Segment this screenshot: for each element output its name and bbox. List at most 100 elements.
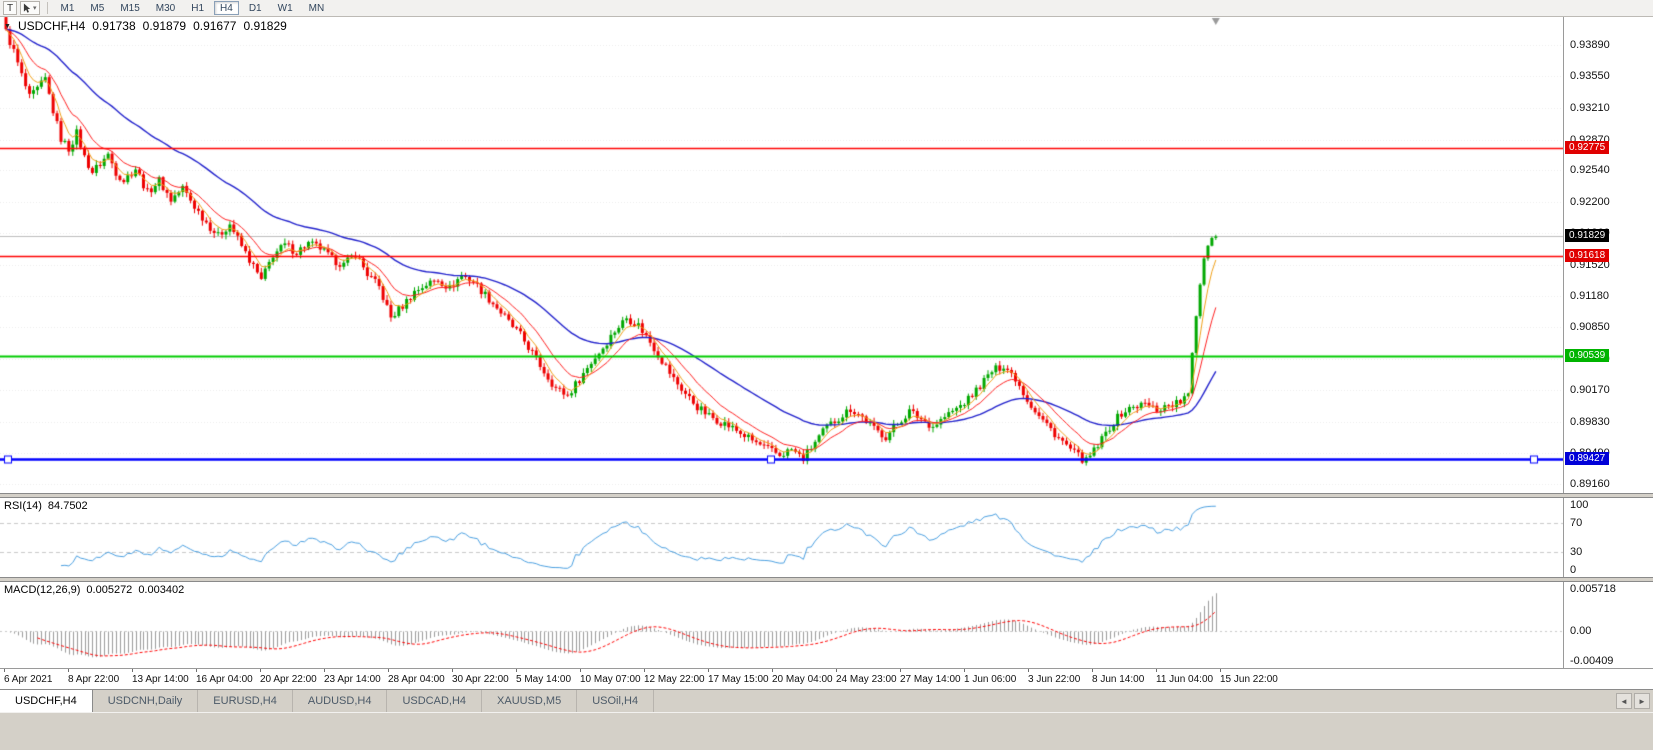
rsi-label: RSI(14) 84.7502 bbox=[4, 500, 88, 512]
timeframe-button-m5[interactable]: M5 bbox=[90, 3, 105, 14]
time-tick bbox=[324, 669, 325, 672]
time-label: 6 Apr 2021 bbox=[4, 674, 53, 685]
time-axis[interactable]: 6 Apr 2021 8 Apr 22:00 13 Apr 14:00 16 Apr … bbox=[0, 668, 1653, 689]
time-label: 15 Jun 22:00 bbox=[1220, 674, 1278, 685]
pane-divider-rsi[interactable] bbox=[0, 493, 1653, 498]
price-badge-0-89427: 0.89427 bbox=[1565, 452, 1610, 466]
timeframe-button-h4[interactable]: H4 bbox=[214, 1, 239, 15]
rsi-tick: 70 bbox=[1570, 516, 1583, 529]
high-value: 0.91879 bbox=[142, 19, 187, 33]
time-tick bbox=[1156, 669, 1157, 672]
price-tick: 0.89160 bbox=[1570, 477, 1610, 490]
top-toolbar: T ▾ M1 M5 M15 M30 H1 H4 D1 W1 MN bbox=[0, 0, 1653, 17]
chart-window: 0.93890 0.93550 0.93210 0.92870 0.92540 0.922… bbox=[0, 17, 1653, 689]
time-tick bbox=[4, 669, 5, 672]
timeframe-button-mn[interactable]: MN bbox=[308, 3, 325, 14]
timeframe-button-d1[interactable]: D1 bbox=[248, 3, 262, 14]
price-tick: 0.91180 bbox=[1570, 290, 1609, 303]
macd-canvas[interactable] bbox=[0, 582, 1563, 668]
chart-tab-usdchf-h4[interactable]: USDCHF,H4 bbox=[0, 690, 93, 712]
time-label: 28 Apr 04:00 bbox=[388, 674, 445, 685]
low-value: 0.91677 bbox=[193, 19, 237, 33]
timeframe-button-m30[interactable]: M30 bbox=[155, 3, 176, 14]
timeframe-button-m1[interactable]: M1 bbox=[60, 3, 75, 14]
time-label: 13 Apr 14:00 bbox=[132, 674, 189, 685]
timeframe-buttons: M1 M5 M15 M30 H1 H4 D1 W1 MN bbox=[55, 1, 331, 15]
timeframe-button-m15[interactable]: M15 bbox=[120, 3, 140, 14]
chart-tab-usdcad-h4[interactable]: USDCAD,H4 bbox=[387, 690, 483, 712]
chart-marker-icon: ▼ bbox=[4, 22, 11, 30]
time-label: 10 May 07:00 bbox=[580, 674, 641, 685]
chart-tab-usdcnh-daily[interactable]: USDCNH,Daily bbox=[93, 690, 199, 712]
price-badge-0-91618: 0.91618 bbox=[1565, 248, 1610, 262]
time-tick bbox=[68, 669, 69, 672]
tabs-scroll-left-button[interactable]: ◄ bbox=[1616, 693, 1632, 709]
macd-scale[interactable]: 0.005718 0.00 -0.00409 bbox=[1563, 582, 1653, 668]
price-tick: 0.93210 bbox=[1570, 102, 1610, 115]
chart-tab-eurusd-h4[interactable]: EURUSD,H4 bbox=[198, 690, 293, 712]
dropdown-arrow-icon: ▾ bbox=[33, 4, 37, 12]
time-label: 23 Apr 14:00 bbox=[324, 674, 381, 685]
time-tick bbox=[580, 669, 581, 672]
time-tick bbox=[132, 669, 133, 672]
time-tick bbox=[964, 669, 965, 672]
open-value: 0.91738 bbox=[92, 19, 136, 33]
rsi-name: RSI(14) bbox=[4, 500, 42, 512]
rsi-scale[interactable]: 100 70 30 0 bbox=[1563, 498, 1653, 577]
time-tick bbox=[1028, 669, 1029, 672]
price-tick: 0.93890 bbox=[1570, 38, 1610, 51]
main-chart-canvas[interactable] bbox=[0, 17, 1563, 493]
time-label: 5 May 14:00 bbox=[516, 674, 572, 685]
toolbar-handle-button[interactable]: T bbox=[3, 1, 17, 15]
price-tick: 0.92540 bbox=[1570, 164, 1610, 177]
toolbar-separator bbox=[46, 2, 48, 14]
time-label: 17 May 15:00 bbox=[708, 674, 769, 685]
tabs-scroll-right-button[interactable]: ► bbox=[1634, 693, 1650, 709]
time-label: 3 Jun 22:00 bbox=[1028, 674, 1081, 685]
chart-tab-usoil-h4[interactable]: USOil,H4 bbox=[577, 690, 655, 712]
time-label: 16 Apr 04:00 bbox=[196, 674, 253, 685]
macd-tick: 0.005718 bbox=[1570, 583, 1616, 595]
time-tick bbox=[708, 669, 709, 672]
pane-divider-macd[interactable] bbox=[0, 577, 1653, 582]
price-tick: 0.90170 bbox=[1570, 384, 1610, 397]
time-label: 11 Jun 04:00 bbox=[1156, 674, 1214, 685]
macd-signal-value: 0.003402 bbox=[138, 584, 185, 596]
rsi-canvas[interactable] bbox=[0, 498, 1563, 577]
time-label: 8 Apr 22:00 bbox=[68, 674, 120, 685]
rsi-tick: 30 bbox=[1570, 546, 1583, 559]
time-tick bbox=[260, 669, 261, 672]
time-label: 1 Jun 06:00 bbox=[964, 674, 1017, 685]
time-tick bbox=[644, 669, 645, 672]
time-label: 20 May 04:00 bbox=[772, 674, 833, 685]
macd-main-value: 0.005272 bbox=[86, 584, 133, 596]
price-tick: 0.89830 bbox=[1570, 415, 1610, 428]
time-label: 12 May 22:00 bbox=[644, 674, 705, 685]
price-tick: 0.90850 bbox=[1570, 321, 1610, 333]
time-tick bbox=[196, 669, 197, 672]
time-tick bbox=[772, 669, 773, 672]
chart-tabs: USDCHF,H4 USDCNH,Daily EURUSD,H4 AUDUSD,H4 U… bbox=[0, 690, 655, 712]
main-chart-pane: 0.93890 0.93550 0.93210 0.92870 0.92540 0.922… bbox=[0, 17, 1653, 493]
chart-tabbar: USDCHF,H4 USDCNH,Daily EURUSD,H4 AUDUSD,H4 U… bbox=[0, 689, 1653, 712]
time-tick bbox=[836, 669, 837, 672]
rsi-value: 84.7502 bbox=[47, 500, 88, 512]
timeframe-button-w1[interactable]: W1 bbox=[277, 3, 293, 14]
timeframe-button-h1[interactable]: H1 bbox=[191, 3, 205, 14]
chart-tab-xauusd-m5[interactable]: XAUUSD,M5 bbox=[482, 690, 578, 712]
cursor-tool-button[interactable]: ▾ bbox=[20, 1, 40, 15]
chart-tab-audusd-h4[interactable]: AUDUSD,H4 bbox=[293, 690, 388, 712]
price-tick: 0.92200 bbox=[1570, 195, 1610, 208]
rsi-pane: 100 70 30 0 RSI(14) 84.7502 bbox=[0, 498, 1653, 577]
macd-pane: 0.005718 0.00 -0.00409 MACD(12,26,9) 0.005… bbox=[0, 582, 1653, 668]
cursor-icon bbox=[23, 3, 31, 13]
time-label: 8 Jun 14:00 bbox=[1092, 674, 1145, 685]
macd-label: MACD(12,26,9) 0.005272 0.003402 bbox=[4, 584, 184, 596]
price-scale[interactable]: 0.93890 0.93550 0.93210 0.92870 0.92540 0.922… bbox=[1563, 17, 1653, 493]
time-tick bbox=[388, 669, 389, 672]
price-badge-0-92775: 0.92775 bbox=[1565, 141, 1610, 155]
time-tick bbox=[1220, 669, 1221, 672]
macd-tick: 0.00 bbox=[1570, 625, 1592, 638]
time-label: 27 May 14:00 bbox=[900, 674, 961, 685]
rsi-tick: 0 bbox=[1570, 564, 1577, 576]
